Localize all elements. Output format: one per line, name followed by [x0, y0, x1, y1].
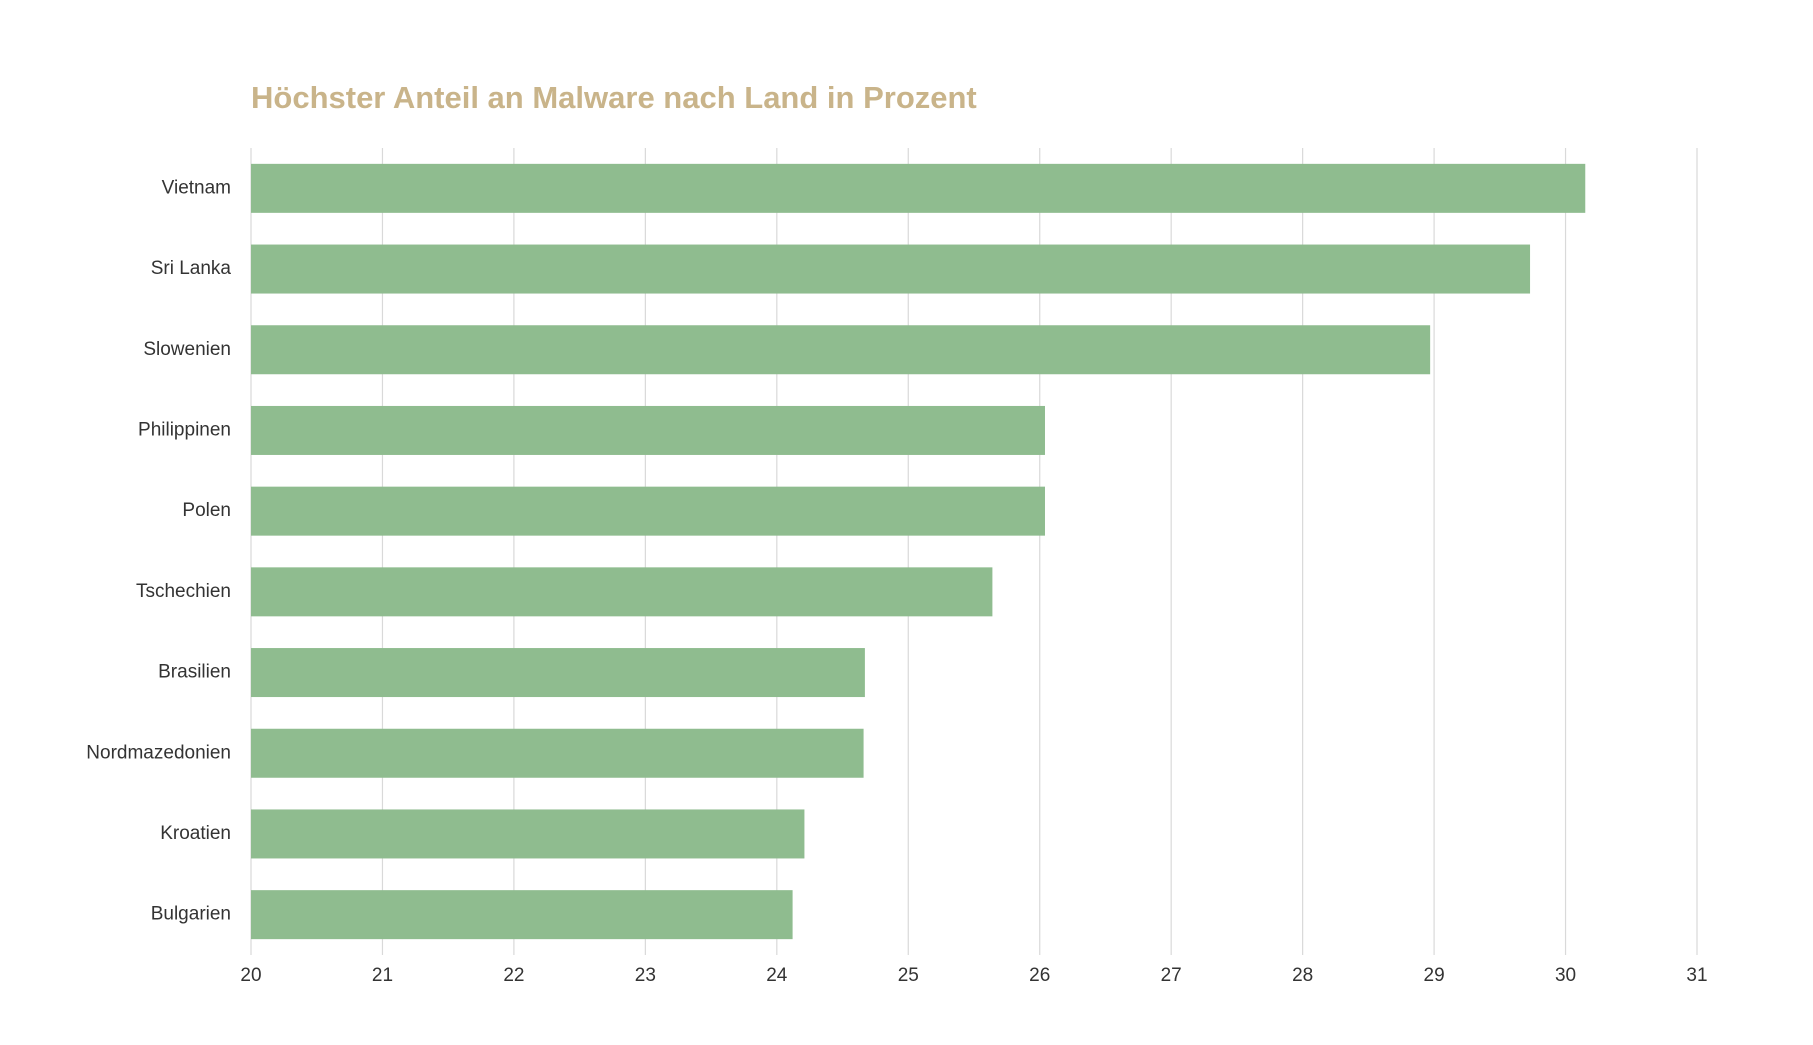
bar	[251, 486, 1045, 536]
y-tick-label: Tschechien	[136, 581, 231, 602]
x-tick-label: 20	[240, 965, 261, 986]
bar	[251, 325, 1431, 375]
x-tick-label: 31	[1686, 965, 1707, 986]
y-tick-label: Sri Lanka	[151, 258, 232, 279]
bar	[251, 405, 1045, 455]
x-tick-label: 22	[503, 965, 524, 986]
x-tick-label: 29	[1424, 965, 1445, 986]
y-tick-label: Brasilien	[158, 662, 231, 683]
bar	[251, 809, 805, 859]
x-tick-label: 23	[635, 965, 656, 986]
chart-title: Höchster Anteil an Malware nach Land in …	[251, 80, 977, 115]
y-tick-label: Bulgarien	[151, 904, 231, 925]
x-tick-label: 25	[898, 965, 919, 986]
bar	[251, 728, 864, 778]
y-tick-label: Slowenien	[143, 339, 231, 360]
bar	[251, 648, 865, 698]
y-tick-label: Nordmazedonien	[86, 742, 231, 763]
x-tick-label: 21	[372, 965, 393, 986]
bar	[251, 163, 1586, 213]
x-tick-label: 24	[766, 965, 788, 986]
bar	[251, 890, 793, 940]
x-tick-label: 26	[1029, 965, 1050, 986]
x-tick-label: 27	[1161, 965, 1182, 986]
y-tick-label: Vietnam	[162, 177, 231, 198]
bar	[251, 244, 1531, 294]
y-tick-label: Polen	[182, 500, 231, 521]
bar	[251, 567, 993, 617]
x-tick-label: 30	[1555, 965, 1576, 986]
y-tick-label: Philippinen	[138, 419, 231, 440]
y-tick-label: Kroatien	[160, 823, 231, 844]
x-tick-label: 28	[1292, 965, 1313, 986]
